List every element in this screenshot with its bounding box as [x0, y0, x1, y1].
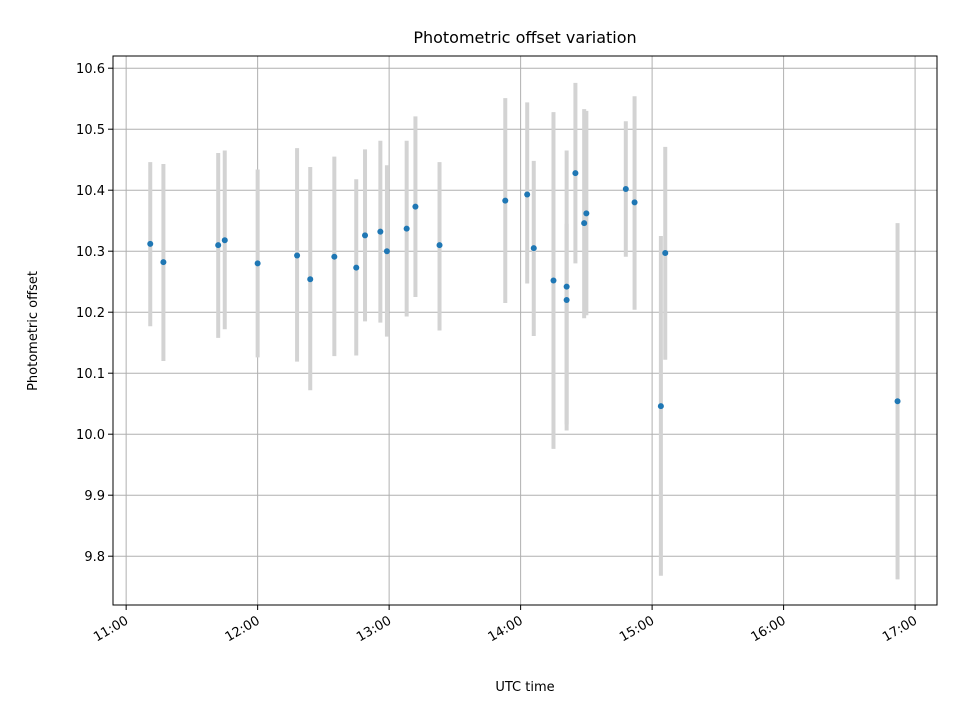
errorbar-layer: [148, 82, 900, 580]
point-layer: [147, 170, 901, 410]
data-point: [436, 242, 443, 249]
data-point: [662, 250, 669, 257]
x-tick-label: 11:00: [91, 613, 131, 645]
data-point: [254, 260, 261, 267]
data-point: [530, 245, 537, 252]
x-tick-label: 13:00: [354, 613, 394, 645]
data-point: [583, 210, 590, 217]
data-point: [353, 264, 360, 271]
y-tick-label: 9.9: [84, 489, 105, 504]
chart-title: Photometric offset variation: [413, 28, 636, 47]
data-point: [362, 232, 369, 239]
y-tick-label: 10.4: [76, 184, 105, 199]
y-tick-label: 10.3: [76, 245, 105, 260]
data-point: [572, 170, 579, 177]
data-point: [894, 398, 901, 405]
data-point: [563, 297, 570, 303]
y-tick-label: 9.8: [84, 550, 105, 565]
x-tick-label: 12:00: [223, 613, 263, 645]
tick-layer: 11:00 12:00 13:00 14:00 15:00 16:00 17:00 9.8 9.…: [76, 62, 920, 645]
y-tick-label: 10.0: [76, 428, 105, 443]
data-point: [563, 283, 570, 290]
x-axis-label: UTC time: [495, 680, 554, 695]
y-tick-label: 10.5: [76, 123, 105, 138]
data-point: [524, 191, 531, 198]
data-point: [147, 240, 154, 247]
data-point: [160, 259, 167, 266]
data-point: [294, 252, 301, 259]
data-point: [550, 277, 557, 284]
data-point: [657, 403, 664, 410]
plot-frame: [112, 55, 938, 606]
x-tick-label: 15:00: [617, 613, 657, 645]
data-point: [631, 199, 638, 206]
data-point: [581, 220, 588, 227]
data-point: [307, 276, 314, 283]
y-tick-label: 10.2: [76, 306, 105, 321]
y-tick-label: 10.1: [76, 367, 105, 382]
data-point: [622, 185, 629, 192]
grid-layer: [113, 56, 937, 605]
data-point: [331, 253, 338, 260]
x-tick-label: 14:00: [486, 613, 526, 645]
data-point: [412, 203, 419, 210]
x-tick-label: 17:00: [880, 613, 920, 645]
data-point: [502, 197, 509, 204]
y-axis-label: Photometric offset: [26, 271, 41, 391]
data-point: [377, 228, 384, 235]
data-point: [221, 237, 228, 244]
data-point: [383, 248, 390, 255]
data-point: [215, 242, 222, 249]
x-tick-label: 16:00: [749, 613, 789, 645]
y-tick-label: 10.6: [76, 62, 105, 77]
data-point: [403, 225, 410, 232]
